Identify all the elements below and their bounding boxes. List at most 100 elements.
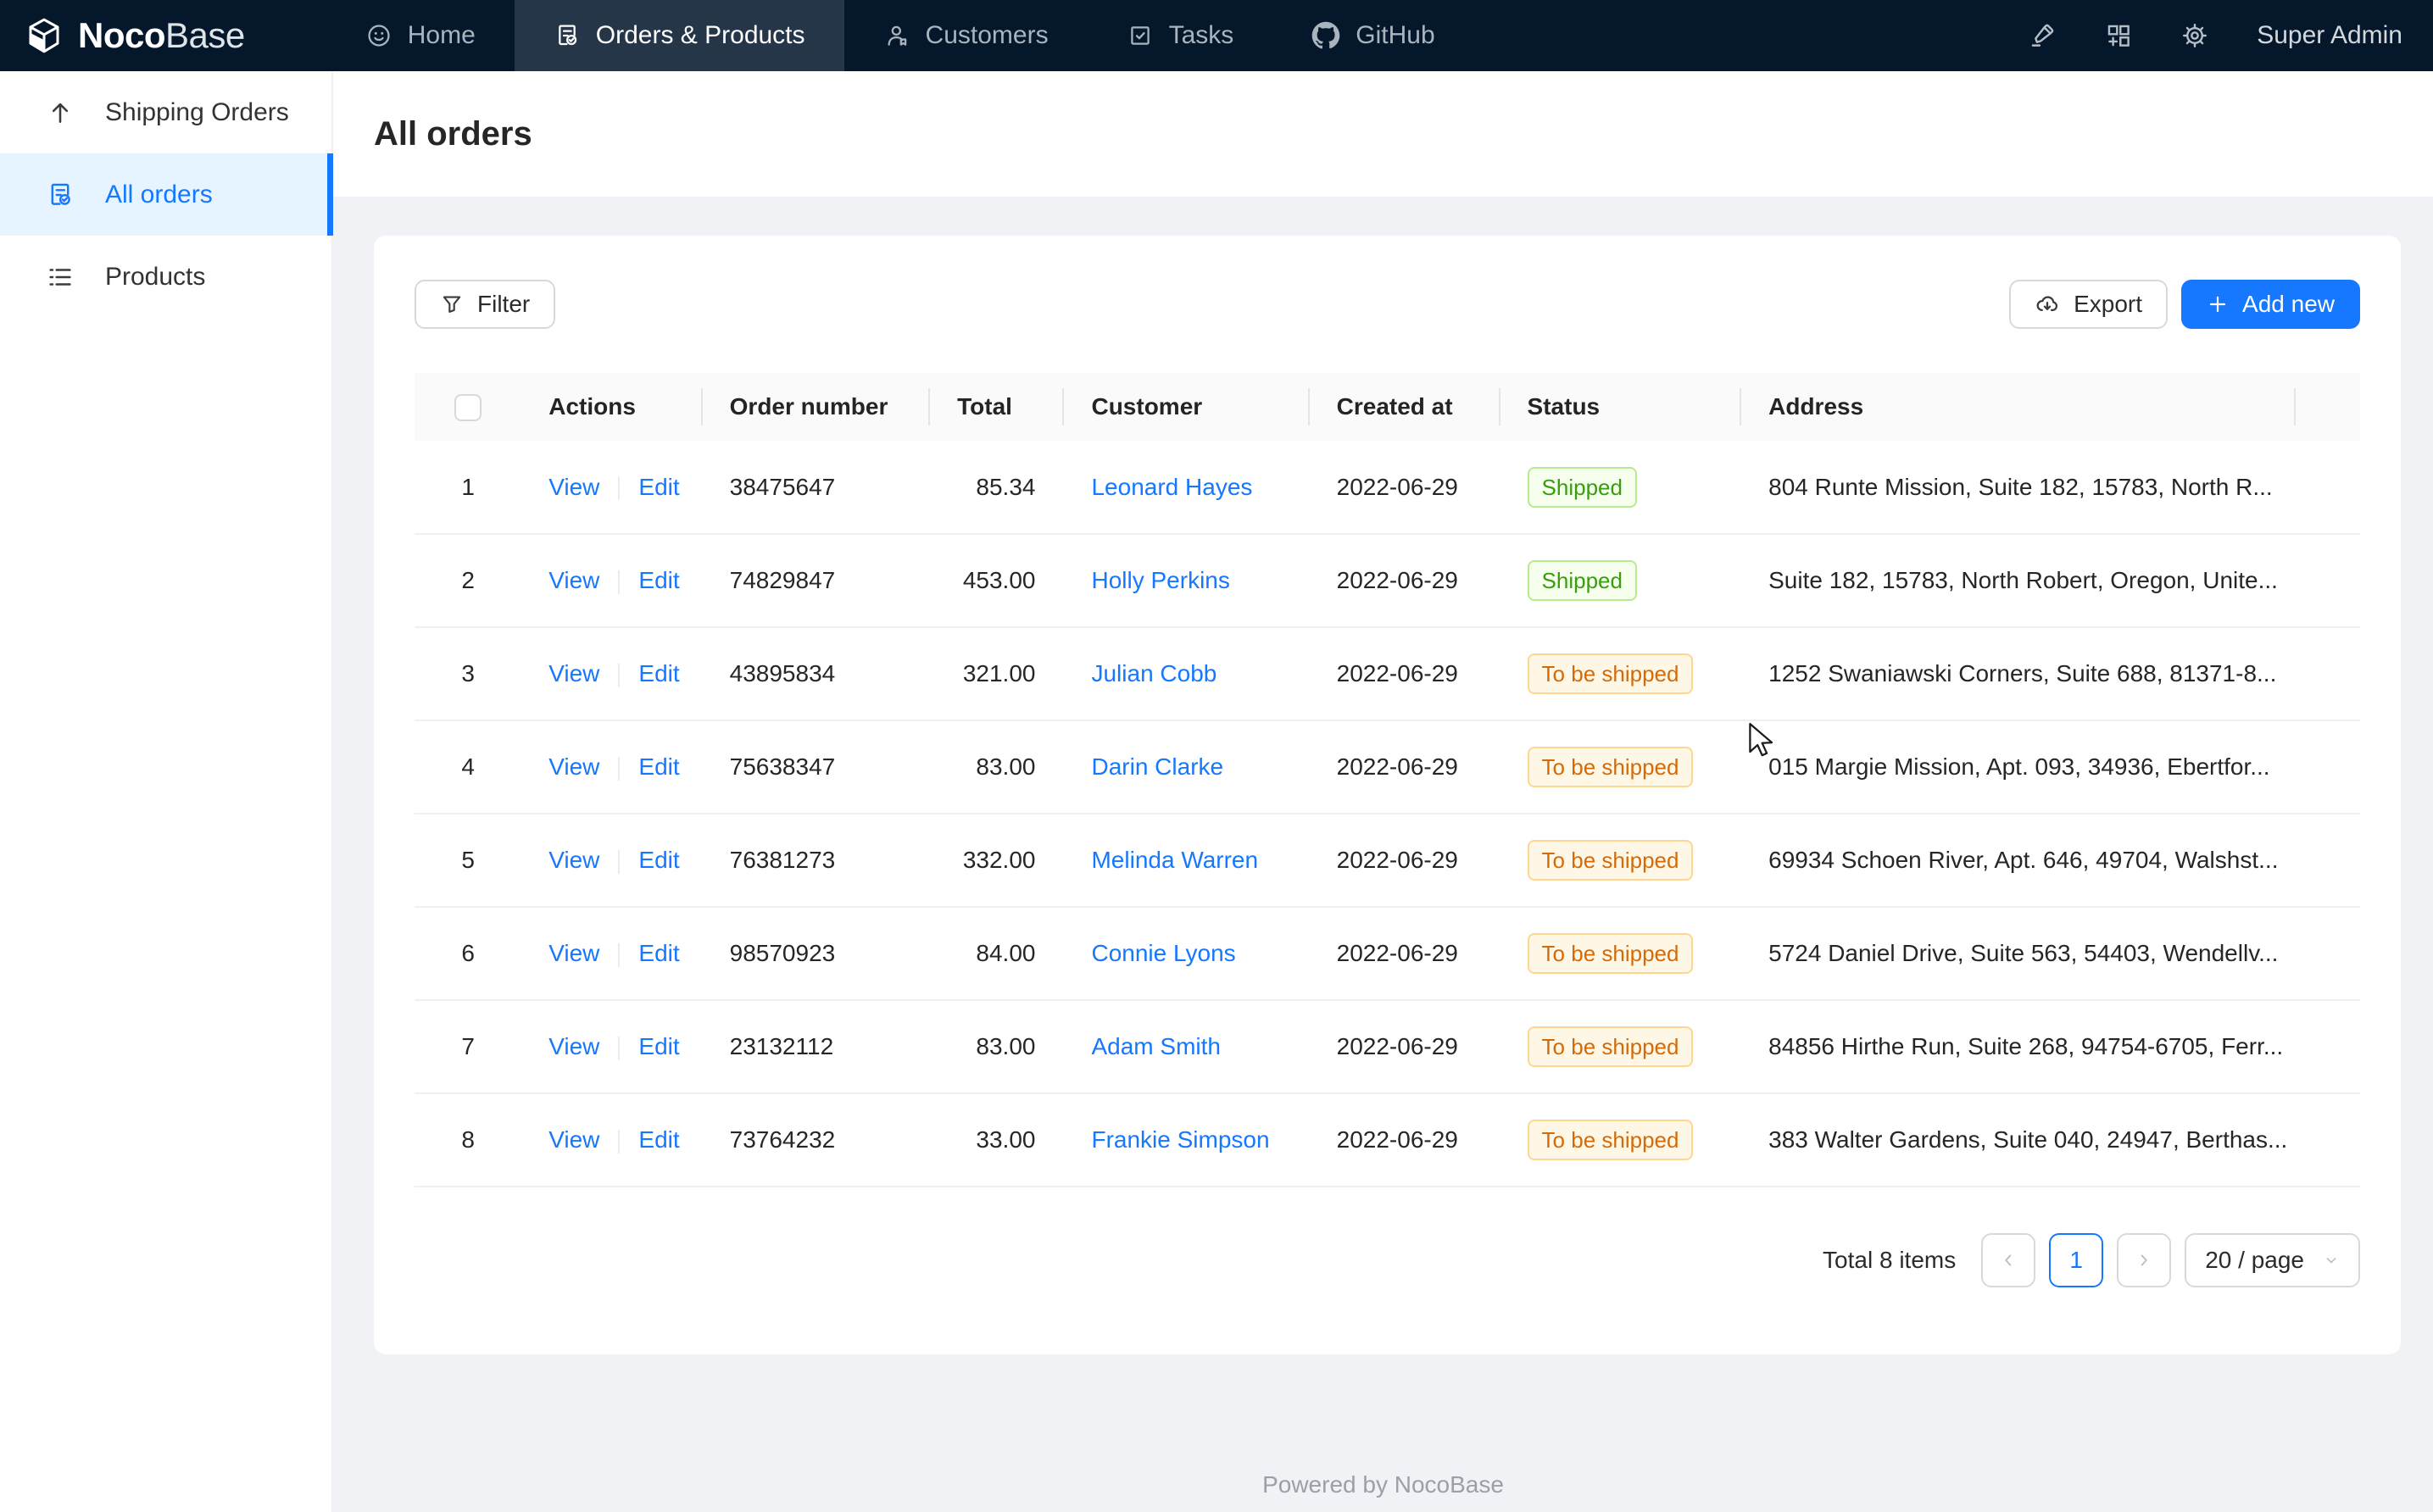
nav-item-orders-products[interactable]: Orders & Products [514, 0, 844, 71]
customer-link[interactable]: Adam Smith [1091, 1033, 1221, 1059]
customer-link[interactable]: Darin Clarke [1091, 753, 1224, 780]
sidebar: Shipping Orders All orders Products [0, 71, 333, 1512]
actions-divider [618, 570, 621, 594]
sidebar-item-label: Products [105, 262, 206, 291]
table-header-row: Actions Order number Total Customer Crea… [415, 373, 2360, 441]
column-header-status: Status [1500, 373, 1742, 441]
customer-link[interactable]: Leonard Hayes [1091, 473, 1253, 500]
sidebar-item-all-orders[interactable]: All orders [0, 153, 333, 236]
plugin-blocks-icon[interactable] [2104, 21, 2133, 50]
view-link[interactable]: View [548, 660, 600, 687]
export-button-label: Export [2074, 291, 2143, 317]
export-button[interactable]: Export [2009, 280, 2169, 329]
cloud-download-icon [2035, 292, 2060, 317]
pagination-prev-button[interactable] [1981, 1233, 2036, 1287]
column-header-customer: Customer [1064, 373, 1310, 441]
total-cell: 33.00 [930, 1093, 1065, 1187]
row-actions-cell: View Edit [521, 814, 703, 908]
status-cell: To be shipped [1500, 814, 1742, 908]
nav-item-label: Customers [925, 21, 1049, 49]
nav-item-home[interactable]: Home [326, 0, 515, 71]
nav-item-label: Orders & Products [595, 21, 805, 49]
sidebar-item-products[interactable]: Products [0, 236, 331, 318]
sidebar-item-label: Shipping Orders [105, 97, 289, 126]
table-row: 2 View Edit 74829847 453.00 Holly Perkins 2022… [415, 534, 2360, 628]
order-document-icon [554, 22, 581, 49]
edit-link[interactable]: Edit [638, 847, 680, 873]
user-menu[interactable]: Super Admin [2257, 21, 2402, 49]
actions-divider [618, 476, 621, 501]
customer-link[interactable]: Frankie Simpson [1091, 1126, 1270, 1153]
nav-item-tasks[interactable]: Tasks [1088, 0, 1273, 71]
view-link[interactable]: View [548, 847, 600, 873]
status-badge: To be shipped [1527, 1026, 1694, 1067]
actions-divider [618, 756, 621, 781]
add-new-button[interactable]: Add new [2181, 280, 2360, 329]
nav-item-customers[interactable]: Customers [844, 0, 1088, 71]
edit-link[interactable]: Edit [638, 660, 680, 687]
active-indicator-bar [327, 153, 333, 236]
customer-cell: Holly Perkins [1064, 534, 1310, 628]
edit-link[interactable]: Edit [638, 1126, 680, 1153]
edit-link[interactable]: Edit [638, 940, 680, 966]
table-row: 6 View Edit 98570923 84.00 Connie Lyons 2022-0… [415, 907, 2360, 1001]
customer-cell: Connie Lyons [1064, 907, 1310, 1001]
select-all-checkbox[interactable] [454, 393, 482, 421]
filter-button-label: Filter [477, 291, 531, 317]
created-at-cell: 2022-06-29 [1309, 720, 1500, 814]
filter-button[interactable]: Filter [415, 280, 556, 329]
view-link[interactable]: View [548, 940, 600, 966]
cube-logo-icon [24, 15, 64, 56]
row-actions-cell: View Edit [521, 441, 703, 535]
order-number-cell: 76381273 [702, 814, 931, 908]
edit-link[interactable]: Edit [638, 753, 680, 780]
spacer-cell [2296, 1093, 2360, 1187]
row-actions-cell: View Edit [521, 1093, 703, 1187]
view-link[interactable]: View [548, 1033, 600, 1059]
status-cell: To be shipped [1500, 720, 1742, 814]
row-actions-cell: View Edit [521, 627, 703, 721]
status-badge: To be shipped [1527, 653, 1694, 694]
status-badge: To be shipped [1527, 840, 1694, 881]
row-index-cell: 4 [415, 720, 522, 814]
status-badge: Shipped [1527, 466, 1637, 508]
arrow-up-icon [46, 98, 75, 127]
actions-divider [618, 663, 621, 687]
address-cell: 84856 Hirthe Run, Suite 268, 94754-6705,… [1741, 1000, 2297, 1094]
status-badge: To be shipped [1527, 933, 1694, 974]
customer-link[interactable]: Julian Cobb [1091, 660, 1217, 687]
settings-gear-icon[interactable] [2180, 21, 2209, 50]
page-title: All orders [374, 114, 532, 153]
page-size-select[interactable]: 20 / page [2185, 1233, 2360, 1287]
customer-link[interactable]: Melinda Warren [1091, 847, 1259, 873]
status-badge: To be shipped [1527, 747, 1694, 787]
total-cell: 83.00 [930, 1000, 1065, 1094]
edit-link[interactable]: Edit [638, 473, 680, 500]
ui-editor-highlighter-icon[interactable] [2028, 21, 2057, 50]
table-row: 1 View Edit 38475647 85.34 Leonard Hayes 2022-… [415, 441, 2360, 535]
pagination-page-1[interactable]: 1 [2049, 1233, 2104, 1287]
pagination-next-button[interactable] [2117, 1233, 2172, 1287]
nav-item-label: Home [407, 21, 476, 49]
total-cell: 83.00 [930, 720, 1065, 814]
sidebar-item-shipping-orders[interactable]: Shipping Orders [0, 71, 331, 153]
customer-link[interactable]: Holly Perkins [1091, 567, 1230, 593]
view-link[interactable]: View [548, 753, 600, 780]
plus-icon [2207, 293, 2229, 315]
status-cell: To be shipped [1500, 627, 1742, 721]
customer-link[interactable]: Connie Lyons [1091, 940, 1236, 966]
edit-link[interactable]: Edit [638, 1033, 680, 1059]
edit-link[interactable]: Edit [638, 567, 680, 593]
nocobase-logo[interactable]: NocoBase [0, 0, 279, 71]
total-cell: 321.00 [930, 627, 1065, 721]
customer-cell: Leonard Hayes [1064, 441, 1310, 535]
actions-divider [618, 849, 621, 874]
view-link[interactable]: View [548, 1126, 600, 1153]
column-header-order-number: Order number [702, 373, 931, 441]
table-row: 3 View Edit 43895834 321.00 Julian Cobb 2022-0… [415, 627, 2360, 721]
nav-item-github[interactable]: GitHub [1272, 0, 1473, 71]
table-row: 8 View Edit 73764232 33.00 Frankie Simpson 202… [415, 1093, 2360, 1187]
total-cell: 453.00 [930, 534, 1065, 628]
view-link[interactable]: View [548, 567, 600, 593]
view-link[interactable]: View [548, 473, 600, 500]
